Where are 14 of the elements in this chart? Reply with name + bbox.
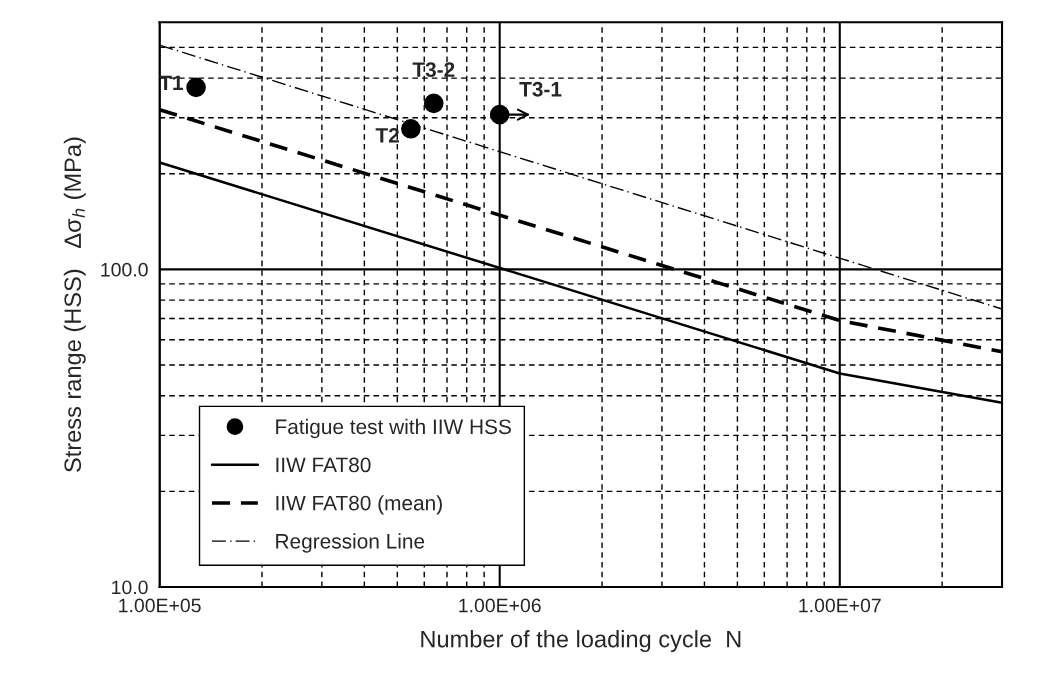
annotation: T3-1	[519, 81, 562, 97]
annotation: T3-2	[412, 62, 455, 78]
legend-label: Regression Line	[276, 533, 425, 553]
legend-label: Fatigue test with IIW HSS	[276, 418, 511, 439]
y-axis-title: Stress range (HSS) Δσ$_{h}$ (MPa)	[63, 137, 86, 472]
legend-label: IIW FAT80 (mean)	[276, 495, 442, 515]
y-tick-label: 10.0	[112, 580, 148, 595]
annotation: T2	[375, 127, 399, 143]
x-tick-label: 1.00E+05	[119, 598, 201, 613]
y-tick-label: 100.0	[101, 262, 148, 277]
x-tick-label: 1.00E+06	[459, 598, 541, 613]
legend-label: IIW FAT80	[276, 457, 371, 473]
x-axis-title: Number of the loading cycle N	[421, 630, 741, 653]
x-tick-label: 1.00E+07	[799, 598, 881, 613]
